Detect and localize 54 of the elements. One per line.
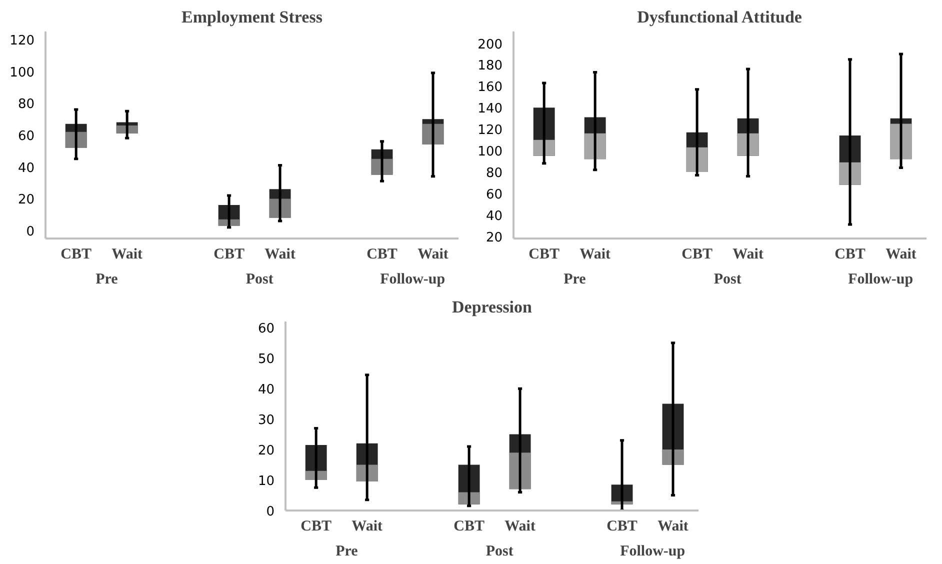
y-tick-label: 200: [478, 37, 503, 52]
y-tick-label: 80: [486, 166, 503, 182]
x-tick-label: CBT: [606, 518, 638, 534]
x-tick-label: CBT: [300, 518, 332, 534]
chart-title: Employment Stress: [182, 8, 323, 26]
y-tick-label: 60: [486, 187, 503, 202]
x-tick-label: Wait: [504, 518, 536, 534]
x-tick-label: Wait: [886, 246, 916, 262]
text: Post: [486, 544, 514, 560]
y-tick-label: 10: [258, 474, 275, 490]
text: Post: [246, 272, 274, 288]
y-tick-label: 20: [18, 192, 35, 208]
x-tick-label: CBT: [366, 246, 398, 262]
y-tick-label: 120: [10, 33, 35, 48]
y-tick-label: 40: [486, 208, 503, 224]
text: Pre: [96, 272, 118, 288]
y-tick-label: 40: [18, 160, 35, 176]
y-tick-label: 0: [266, 504, 275, 520]
text: Follow-up: [620, 544, 686, 560]
chart-title: Dysfunctional Attitude: [637, 8, 802, 26]
y-tick-label: 50: [258, 352, 275, 368]
y-tick-label: 40: [258, 382, 275, 398]
x-tick-label: CBT: [834, 246, 866, 262]
text: Follow-up: [380, 272, 446, 288]
y-tick-label: 60: [258, 322, 275, 337]
x-tick-label: Wait: [732, 246, 764, 262]
y-tick-label: 20: [258, 444, 275, 459]
x-tick-label: CBT: [682, 246, 712, 262]
y-tick-label: 160: [478, 80, 503, 96]
x-tick-label: CBT: [528, 246, 560, 262]
x-tick-label: Wait: [658, 518, 688, 534]
y-tick-label: 100: [10, 65, 35, 80]
y-tick-label: 180: [478, 58, 503, 74]
y-tick-label: 30: [258, 413, 275, 428]
x-tick-label: CBT: [454, 518, 484, 534]
y-tick-label: 140: [478, 102, 503, 117]
x-tick-label: CBT: [214, 246, 244, 262]
y-tick-label: 120: [478, 123, 503, 138]
y-tick-label: 80: [18, 97, 35, 112]
x-tick-label: Wait: [112, 246, 143, 262]
x-tick-label: Wait: [580, 246, 611, 262]
x-tick-label: Wait: [352, 518, 383, 534]
y-tick-label: 60: [18, 129, 35, 144]
x-tick-label: Wait: [418, 246, 448, 262]
x-tick-label: CBT: [60, 246, 92, 262]
text: Post: [714, 272, 742, 288]
chart-title: Depression: [452, 298, 533, 316]
text: Pre: [564, 272, 586, 288]
text: Pre: [336, 544, 358, 560]
x-tick-label: Wait: [264, 246, 296, 262]
text: Follow-up: [848, 272, 914, 288]
y-tick-label: 100: [478, 144, 503, 160]
y-tick-label: 20: [486, 230, 503, 246]
y-tick-label: 0: [26, 224, 35, 240]
